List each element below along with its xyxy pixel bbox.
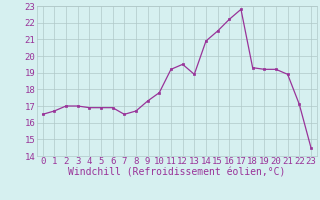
X-axis label: Windchill (Refroidissement éolien,°C): Windchill (Refroidissement éolien,°C) [68, 168, 285, 178]
